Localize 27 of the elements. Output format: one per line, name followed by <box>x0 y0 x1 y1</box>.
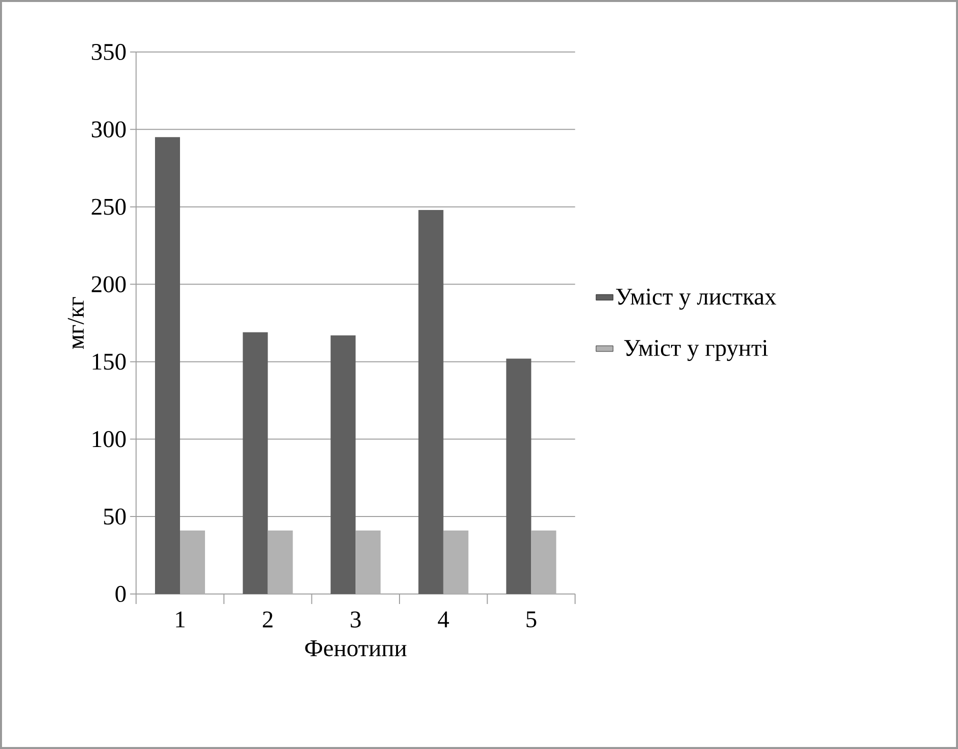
y-tick-label: 50 <box>104 508 126 525</box>
y-tick-label: 300 <box>92 121 126 138</box>
bar <box>531 530 556 594</box>
bar <box>356 530 381 594</box>
y-tick-label: 200 <box>92 276 126 292</box>
x-tick-label: 5 <box>526 612 536 628</box>
x-tick-label: 1 <box>176 612 185 628</box>
y-tick-label: 0 <box>116 586 126 602</box>
x-axis-title: Фенотипи <box>305 640 406 656</box>
bar <box>155 137 180 594</box>
x-tick-label: 2 <box>262 612 272 628</box>
x-tick-label: 4 <box>438 612 450 628</box>
bar <box>506 358 532 594</box>
y-tick-label: 350 <box>92 44 126 60</box>
bar <box>418 210 444 594</box>
bar <box>268 530 293 594</box>
bar <box>180 530 206 594</box>
legend-label: Уміст у листках <box>616 288 776 310</box>
x-tick-label: 3 <box>350 612 361 628</box>
bar <box>330 335 356 594</box>
y-tick-label: 150 <box>92 354 126 370</box>
legend-label: Уміст у грунті <box>624 340 768 361</box>
y-tick-label: 250 <box>92 198 126 215</box>
bar <box>242 332 268 594</box>
bar <box>443 530 468 594</box>
y-tick-label: 100 <box>92 431 126 448</box>
y-axis-title: мг/кг <box>68 297 84 349</box>
